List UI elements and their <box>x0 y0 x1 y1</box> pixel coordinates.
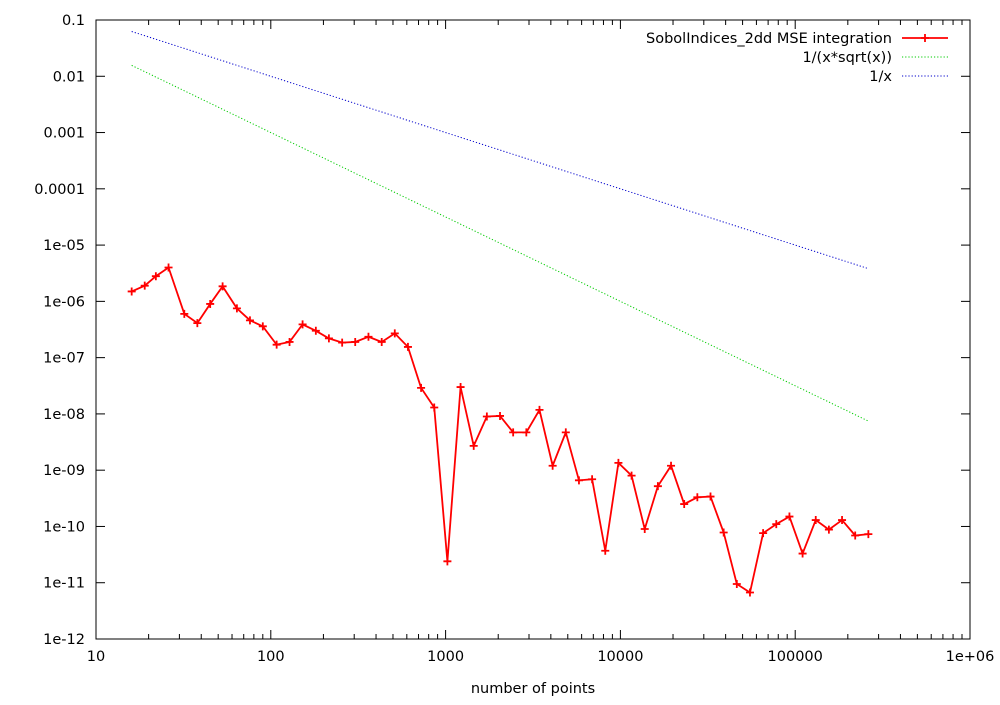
data-point-marker <box>206 299 215 308</box>
data-point-marker <box>403 342 412 351</box>
data-point-marker <box>680 500 689 509</box>
data-point-marker <box>627 471 636 480</box>
y-tick-label: 1e-11 <box>43 576 85 592</box>
y-tick-label: 1e-06 <box>43 294 85 310</box>
data-point-marker <box>838 516 847 525</box>
data-point-marker <box>601 546 610 555</box>
data-point-marker <box>218 282 227 291</box>
data-point-marker <box>653 482 662 491</box>
y-tick-label: 0.1 <box>62 13 85 29</box>
data-point-marker <box>588 475 597 484</box>
y-tick-label: 1e-07 <box>43 351 85 367</box>
data-point-marker <box>417 383 426 392</box>
data-point-marker <box>482 412 491 421</box>
series-line <box>131 266 869 594</box>
data-point-marker <box>338 338 347 347</box>
data-point-marker <box>745 588 754 597</box>
data-point-marker <box>324 334 333 343</box>
x-tick-label: 10000 <box>597 649 643 665</box>
data-point-marker <box>456 383 465 392</box>
legend-label: SobolIndices_2dd MSE integration <box>646 31 892 47</box>
data-point-marker <box>151 272 160 281</box>
data-point-marker <box>732 579 741 588</box>
data-point-marker <box>430 403 439 412</box>
x-tick-label: 100000 <box>768 649 823 665</box>
series-layer <box>127 31 873 597</box>
legend-label: 1/(x*sqrt(x)) <box>802 50 892 66</box>
data-point-marker <box>614 458 623 467</box>
data-point-marker <box>535 405 544 414</box>
data-point-marker <box>719 528 728 537</box>
y-tick-label: 1e-10 <box>43 519 85 535</box>
data-point-marker <box>245 316 254 325</box>
data-point-marker <box>824 525 833 534</box>
data-point-marker <box>140 281 149 290</box>
data-point-marker <box>180 309 189 318</box>
legend-label: 1/x <box>869 69 892 85</box>
data-point-marker <box>706 492 715 501</box>
x-tick-label: 10 <box>87 649 105 665</box>
y-tick-label: 0.0001 <box>34 182 85 198</box>
data-point-marker <box>851 531 860 540</box>
series-line <box>131 31 869 270</box>
series-line <box>131 64 869 422</box>
data-point-marker <box>496 411 505 420</box>
data-point-marker <box>443 557 452 566</box>
y-tick-label: 1e-05 <box>43 238 85 254</box>
data-point-marker <box>127 287 136 296</box>
y-tick-label: 1e-08 <box>43 407 85 423</box>
data-point-marker <box>548 461 557 470</box>
data-point-marker <box>298 320 307 329</box>
legend: SobolIndices_2dd MSE integration 1/(x*sqr… <box>646 31 948 85</box>
x-axis: 10 100 1000 10000 100000 1e+06 <box>87 20 995 665</box>
legend-marker <box>921 34 929 42</box>
data-point-marker <box>667 461 676 470</box>
data-point-marker <box>377 337 386 346</box>
data-point-marker <box>232 304 241 313</box>
y-tick-label: 1e-09 <box>43 463 85 479</box>
data-point-marker <box>164 263 173 272</box>
x-axis-label: number of points <box>471 681 595 697</box>
data-point-marker <box>390 329 399 338</box>
data-point-marker <box>285 337 294 346</box>
data-point-marker <box>364 332 373 341</box>
x-tick-label: 100 <box>257 649 285 665</box>
data-point-marker <box>864 530 873 539</box>
y-tick-label: 0.001 <box>43 126 85 142</box>
data-point-marker <box>798 549 807 558</box>
data-point-marker <box>693 493 702 502</box>
data-point-marker <box>811 516 820 525</box>
data-point-marker <box>772 520 781 529</box>
y-tick-label: 1e-12 <box>43 632 85 648</box>
data-point-marker <box>469 441 478 450</box>
plot-frame <box>95 19 971 640</box>
y-tick-label: 0.01 <box>53 69 85 85</box>
x-tick-label: 1e+06 <box>946 649 995 665</box>
data-point-marker <box>258 322 267 331</box>
data-point-marker <box>311 326 320 335</box>
data-point-marker <box>522 428 531 437</box>
x-tick-label: 1000 <box>427 649 464 665</box>
data-point-marker <box>574 476 583 485</box>
data-point-marker <box>351 337 360 346</box>
data-point-marker <box>193 319 202 328</box>
data-point-marker <box>785 512 794 521</box>
data-point-marker <box>272 340 281 349</box>
data-point-marker <box>561 428 570 437</box>
data-point-marker <box>759 529 768 538</box>
y-axis: 1e-12 1e-11 1e-10 1e-09 1e-08 1e-07 1e-06 1e-05… <box>34 13 970 648</box>
data-point-marker <box>640 525 649 534</box>
data-point-marker <box>509 428 518 437</box>
